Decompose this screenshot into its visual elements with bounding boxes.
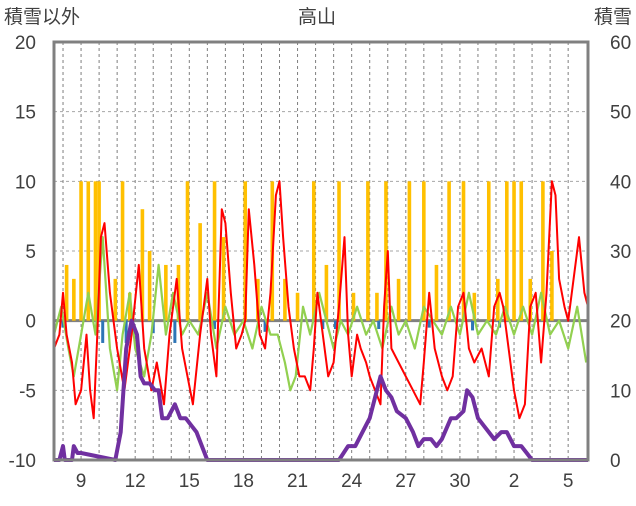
y-left-tick-label: -10 <box>9 451 36 472</box>
y-right-tick-label: 40 <box>610 172 631 193</box>
bar-blue <box>124 320 128 343</box>
bar-yellow <box>550 251 554 321</box>
bar-yellow <box>486 181 491 321</box>
y-left-tick-label: 20 <box>15 33 36 54</box>
bar-blue <box>321 320 325 330</box>
bar-yellow <box>434 264 439 321</box>
bar-yellow <box>212 181 217 321</box>
bar-yellow <box>472 292 477 321</box>
bar-blue <box>61 320 65 328</box>
bar-yellow <box>120 181 125 321</box>
bar-yellow <box>64 264 69 321</box>
y-left-tick-label: 0 <box>25 312 36 333</box>
bar-blue <box>471 320 475 331</box>
bar-yellow <box>221 237 226 321</box>
bar-yellow <box>541 181 545 321</box>
bar-yellow <box>512 181 516 321</box>
bar-yellow <box>113 278 118 321</box>
y-right-tick-label: 50 <box>610 103 631 124</box>
bar-yellow <box>140 209 145 321</box>
x-tick-label: 27 <box>395 471 416 492</box>
bar-yellow <box>72 278 76 321</box>
series-line-purple <box>54 318 588 462</box>
y-axis-right-label: 積雪 <box>594 6 632 28</box>
bar-yellow <box>505 181 509 321</box>
series-line-green <box>52 236 588 392</box>
x-tick-label: 24 <box>341 471 363 492</box>
bar-blue <box>263 320 267 332</box>
bar-yellow <box>519 181 524 321</box>
bar-yellow <box>461 181 466 321</box>
y-right-tick-label: 10 <box>610 381 631 402</box>
bar-blue <box>333 320 337 330</box>
bar-yellow <box>447 181 451 321</box>
bar-blue <box>427 320 431 328</box>
x-tick-label: 2 <box>509 471 520 492</box>
bar-yellow <box>407 181 412 321</box>
bar-yellow <box>366 181 370 321</box>
bar-yellow <box>79 181 83 321</box>
y-left-tick-label: 10 <box>15 172 36 193</box>
y-right-tick-label: 30 <box>610 242 631 263</box>
x-tick-label: 15 <box>179 471 200 492</box>
x-tick-label: 18 <box>233 471 254 492</box>
bar-yellow <box>528 278 533 321</box>
bar-yellow <box>311 181 316 321</box>
bar-yellow <box>396 278 401 321</box>
bar-yellow <box>375 292 379 321</box>
chart-title: 高山 <box>298 6 336 28</box>
bar-yellow <box>147 251 152 321</box>
x-tick-label: 5 <box>563 471 574 492</box>
bar-yellow <box>198 223 202 321</box>
plot-frame <box>52 40 590 462</box>
bar-blue <box>101 320 105 343</box>
y-right-tick-label: 60 <box>610 33 631 54</box>
bar-yellow <box>164 264 168 321</box>
bar-yellow <box>295 292 300 321</box>
y-left-tick-label: 15 <box>15 103 36 124</box>
bar-yellow <box>93 181 98 321</box>
bar-blue <box>377 320 381 330</box>
y-left-tick-label: -5 <box>19 381 36 402</box>
bar-yellow <box>337 181 341 321</box>
y-right-tick-label: 0 <box>610 451 621 472</box>
bar-yellow <box>127 292 132 321</box>
bar-blue <box>213 320 217 330</box>
x-tick-label: 9 <box>76 471 87 492</box>
x-tick-label: 21 <box>287 471 308 492</box>
bar-yellow <box>422 181 426 321</box>
lines <box>52 180 589 462</box>
x-tick-label: 30 <box>449 471 470 492</box>
x-tick-label: 12 <box>125 471 146 492</box>
bar-blue <box>173 320 177 343</box>
bar-yellow <box>324 264 329 321</box>
bar-yellow <box>351 292 356 321</box>
y-right-tick-label: 20 <box>610 312 631 333</box>
y-axis-left-label: 積雪以外 <box>4 6 80 28</box>
bar-yellow <box>185 181 190 321</box>
bar-yellow <box>86 181 91 321</box>
bar-yellow <box>243 181 248 321</box>
bar-yellow <box>97 181 101 321</box>
bar-yellow <box>384 181 388 321</box>
series-line-red <box>53 180 589 420</box>
bar-yellow <box>283 278 287 321</box>
y-left-tick-label: 5 <box>25 242 36 263</box>
